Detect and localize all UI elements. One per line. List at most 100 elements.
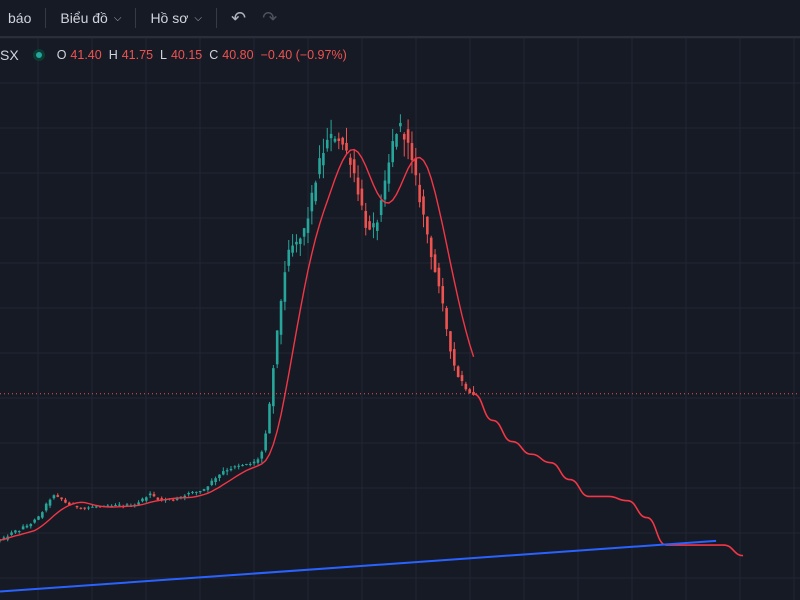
high-value: 41.75 [121, 48, 154, 62]
candle-body [356, 177, 360, 195]
close-label: C [209, 48, 219, 62]
candle-body [456, 366, 460, 377]
alerts-button[interactable]: báo [0, 0, 39, 36]
candle-body [349, 157, 352, 165]
open-value: 41.40 [70, 48, 102, 62]
candle-body [256, 459, 260, 463]
candle-body [195, 491, 198, 493]
candle-body [75, 505, 79, 508]
candle-body [87, 507, 90, 509]
profile-menu-button[interactable]: Hồ sơ ⌵ [142, 0, 210, 36]
moving-average-line [0, 148, 475, 541]
candle-body [310, 192, 314, 212]
candle-body [283, 272, 287, 302]
candle-body [10, 532, 13, 535]
candle-body [137, 502, 140, 505]
candle-body [337, 138, 341, 142]
candle-body [364, 210, 368, 228]
change-value: −0.40 (−0.97%) [260, 48, 347, 62]
candle-body [191, 491, 194, 493]
candle-body [64, 499, 67, 503]
candle-body [264, 433, 267, 451]
candle-body [148, 493, 152, 496]
candle-body [329, 133, 333, 139]
candle-body [125, 504, 129, 506]
toolbar-separator [216, 8, 217, 28]
candle-body [106, 505, 110, 507]
candle-body [60, 497, 63, 500]
market-status-icon[interactable] [32, 49, 45, 61]
candle-body [314, 182, 317, 202]
candle-body [302, 228, 306, 237]
candle-body [379, 200, 383, 216]
candle-body [422, 196, 425, 215]
candle-body [287, 249, 291, 266]
candle-body [395, 134, 398, 147]
alerts-label: báo [8, 10, 32, 26]
symbol-name[interactable]: SX [0, 47, 19, 63]
candle-body [25, 525, 29, 528]
candle-body [295, 241, 298, 245]
candle-body [91, 506, 94, 508]
candle-body [222, 471, 225, 475]
toolbar-separator [135, 8, 137, 28]
candle-body [44, 503, 48, 511]
candle-body [206, 486, 210, 490]
candle-body [449, 331, 452, 352]
candle-body [279, 300, 283, 335]
candle-body [202, 489, 206, 491]
candle-body [426, 216, 429, 235]
candle-body [114, 504, 117, 506]
undo-icon[interactable]: ↶ [231, 7, 247, 28]
candle-body [245, 463, 248, 465]
redo-icon[interactable]: ↷ [262, 7, 278, 28]
candle-body [118, 504, 121, 506]
candle-body [414, 157, 418, 176]
candle-body [464, 383, 468, 390]
candle-body [387, 162, 391, 184]
candle-body [145, 497, 148, 501]
chart-menu-button[interactable]: Biểu đồ ⌵ [52, 0, 129, 36]
candle-body [437, 267, 441, 287]
candle-body [156, 497, 160, 500]
candle-body [345, 142, 348, 151]
candle-body [441, 286, 445, 304]
candle-body [141, 498, 144, 502]
candle-body [468, 389, 471, 393]
high-label: H [108, 48, 118, 62]
candle-body [322, 153, 325, 166]
candle-body [291, 245, 294, 253]
candle-body [433, 254, 437, 273]
support-trendline [0, 539, 717, 593]
candle-body [429, 237, 433, 258]
close-value: 40.80 [222, 48, 254, 62]
candle-body [376, 222, 379, 231]
candle-body [210, 480, 214, 485]
candle-body [248, 463, 252, 465]
candle-body [418, 184, 421, 203]
candle-body [406, 129, 410, 143]
candle-body [214, 478, 217, 483]
candle-body [299, 238, 302, 245]
candle-body [318, 158, 321, 175]
profile-menu-label: Hồ sơ [150, 10, 189, 26]
candle-body [68, 502, 71, 505]
candle-body [453, 349, 456, 366]
candle-body [260, 451, 264, 459]
candle-body [325, 139, 329, 149]
chart-menu-label: Biểu đồ [60, 10, 108, 26]
candle-body [333, 138, 337, 142]
candle-body [241, 465, 244, 467]
candle-body [352, 159, 356, 174]
candle-body [225, 470, 229, 472]
open-label: O [56, 48, 67, 62]
candle-body [14, 530, 17, 533]
candle-body [218, 474, 221, 478]
candle-body [198, 490, 202, 493]
candle-body [17, 530, 21, 532]
price-chart[interactable] [0, 38, 800, 600]
candle-body [229, 468, 233, 471]
candle-body [233, 466, 237, 468]
candle-body [83, 507, 86, 509]
candle-body [21, 526, 25, 530]
